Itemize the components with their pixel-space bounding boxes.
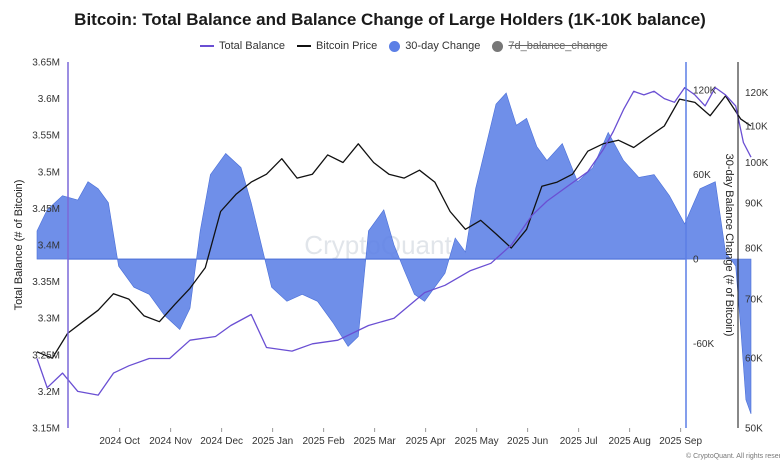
x-tick-label: 2025 Jul xyxy=(560,436,598,447)
left-tick-label: 3.6M xyxy=(38,94,60,105)
price-tick-label: 120K xyxy=(745,88,769,99)
price-tick-label: 100K xyxy=(745,158,769,169)
x-tick-label: 2025 Jan xyxy=(252,436,293,447)
legend-label-30-day-change: 30-day Change xyxy=(405,40,481,52)
left-tick-label: 3.15M xyxy=(32,424,60,435)
change-tick-label: 120K xyxy=(693,86,717,97)
legend-item-total-balance[interactable]: Total Balance xyxy=(200,40,285,52)
left-tick-label: 3.2M xyxy=(38,387,60,398)
change-area-layer xyxy=(36,92,752,415)
bitcoin-price-line xyxy=(36,95,752,359)
30-day-change-swatch xyxy=(389,40,401,52)
legend-item-7d-balance-change[interactable]: 7d_balance_change xyxy=(492,40,608,52)
legend-label-7d-balance-change: 7d_balance_change xyxy=(508,40,608,52)
left-tick-label: 3.5M xyxy=(38,167,60,178)
legend-label-bitcoin-price: Bitcoin Price xyxy=(316,40,378,52)
bitcoin-price-swatch xyxy=(297,45,312,47)
left-axis-title: Total Balance (# of Bitcoin) xyxy=(13,180,25,311)
x-tick-label: 2025 Feb xyxy=(302,436,345,447)
left-tick-label: 3.25M xyxy=(32,350,60,361)
price-tick-label: 70K xyxy=(745,295,763,306)
7d-balance-change-swatch xyxy=(492,40,504,52)
x-tick-label: 2025 May xyxy=(455,436,499,447)
left-tick-label: 3.55M xyxy=(32,131,60,142)
price-tick-label: 110K xyxy=(745,121,768,132)
axes-layer: 3.15M 3.2M 3.25M 3.3M 3.35M 3.4M 3.45M 3.5M 3.55… xyxy=(13,58,769,448)
price-tick-label: 50K xyxy=(745,424,763,435)
change-tick-label: -60K xyxy=(693,339,714,350)
change-axis-title: 30-day Balance Change (# of Bitcoin) xyxy=(723,154,735,337)
change-tick-label: 60K xyxy=(693,170,711,181)
x-tick-label: 2024 Dec xyxy=(200,436,243,447)
x-tick-label: 2025 Apr xyxy=(406,436,447,447)
x-tick-label: 2025 Sep xyxy=(659,436,702,447)
total-balance-line xyxy=(36,86,752,396)
price-tick-label: 90K xyxy=(745,198,763,209)
x-tick-label: 2025 Aug xyxy=(608,436,650,447)
left-tick-label: 3.3M xyxy=(38,314,60,325)
price-tick-label: 60K xyxy=(745,354,763,365)
x-tick-label: 2024 Oct xyxy=(99,436,140,447)
left-tick-label: 3.65M xyxy=(32,58,60,69)
x-tick-label: 2024 Nov xyxy=(149,436,192,447)
change-tick-label: 0 xyxy=(693,255,699,266)
change-area xyxy=(36,92,752,415)
line-series-layer xyxy=(36,86,752,396)
left-tick-label: 3.35M xyxy=(32,277,60,288)
legend: Total Balance Bitcoin Price 30-day Chang… xyxy=(200,38,608,54)
x-tick-label: 2025 Jun xyxy=(507,436,548,447)
legend-label-total-balance: Total Balance xyxy=(219,40,286,52)
left-tick-label: 3.45M xyxy=(32,204,60,215)
price-tick-label: 80K xyxy=(745,243,763,254)
chart-title: Bitcoin: Total Balance and Balance Chang… xyxy=(74,10,706,29)
copyright-text: © CryptoQuant. All rights reserved. xyxy=(686,452,780,460)
legend-item-bitcoin-price[interactable]: Bitcoin Price xyxy=(297,40,377,52)
left-tick-label: 3.4M xyxy=(38,241,60,252)
total-balance-swatch xyxy=(200,45,214,47)
x-tick-label: 2025 Mar xyxy=(353,436,396,447)
legend-item-30-day-change[interactable]: 30-day Change xyxy=(389,40,480,52)
